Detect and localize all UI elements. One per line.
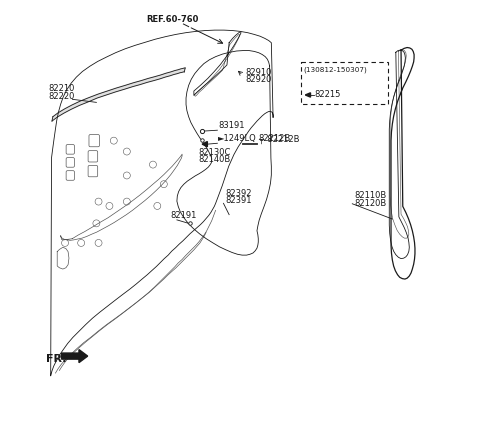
Text: REF.60-760: REF.60-760	[146, 15, 199, 24]
Text: ►1249LQ: ►1249LQ	[218, 134, 257, 143]
Text: 82220: 82220	[48, 92, 75, 101]
Text: 82130C: 82130C	[199, 148, 231, 157]
Text: 82910: 82910	[246, 67, 272, 77]
Text: 82110B: 82110B	[354, 191, 386, 200]
Text: 82920: 82920	[246, 75, 272, 84]
Text: 82210: 82210	[48, 85, 75, 93]
Text: 82215: 82215	[315, 90, 341, 99]
FancyBboxPatch shape	[301, 62, 388, 104]
Text: 82392: 82392	[226, 189, 252, 198]
Text: FR.: FR.	[47, 354, 67, 364]
Text: 83191: 83191	[218, 121, 245, 130]
Polygon shape	[52, 68, 185, 121]
Text: 82191: 82191	[170, 211, 197, 220]
Polygon shape	[305, 93, 311, 97]
Polygon shape	[202, 141, 207, 147]
Text: ┬ 82212B: ┬ 82212B	[258, 135, 300, 144]
Text: 82391: 82391	[226, 196, 252, 205]
Polygon shape	[61, 350, 88, 363]
Text: 82120B: 82120B	[354, 198, 386, 208]
Text: 82212B: 82212B	[258, 134, 290, 143]
Text: (130812-150307): (130812-150307)	[303, 67, 367, 74]
Text: 82140B: 82140B	[199, 155, 231, 164]
